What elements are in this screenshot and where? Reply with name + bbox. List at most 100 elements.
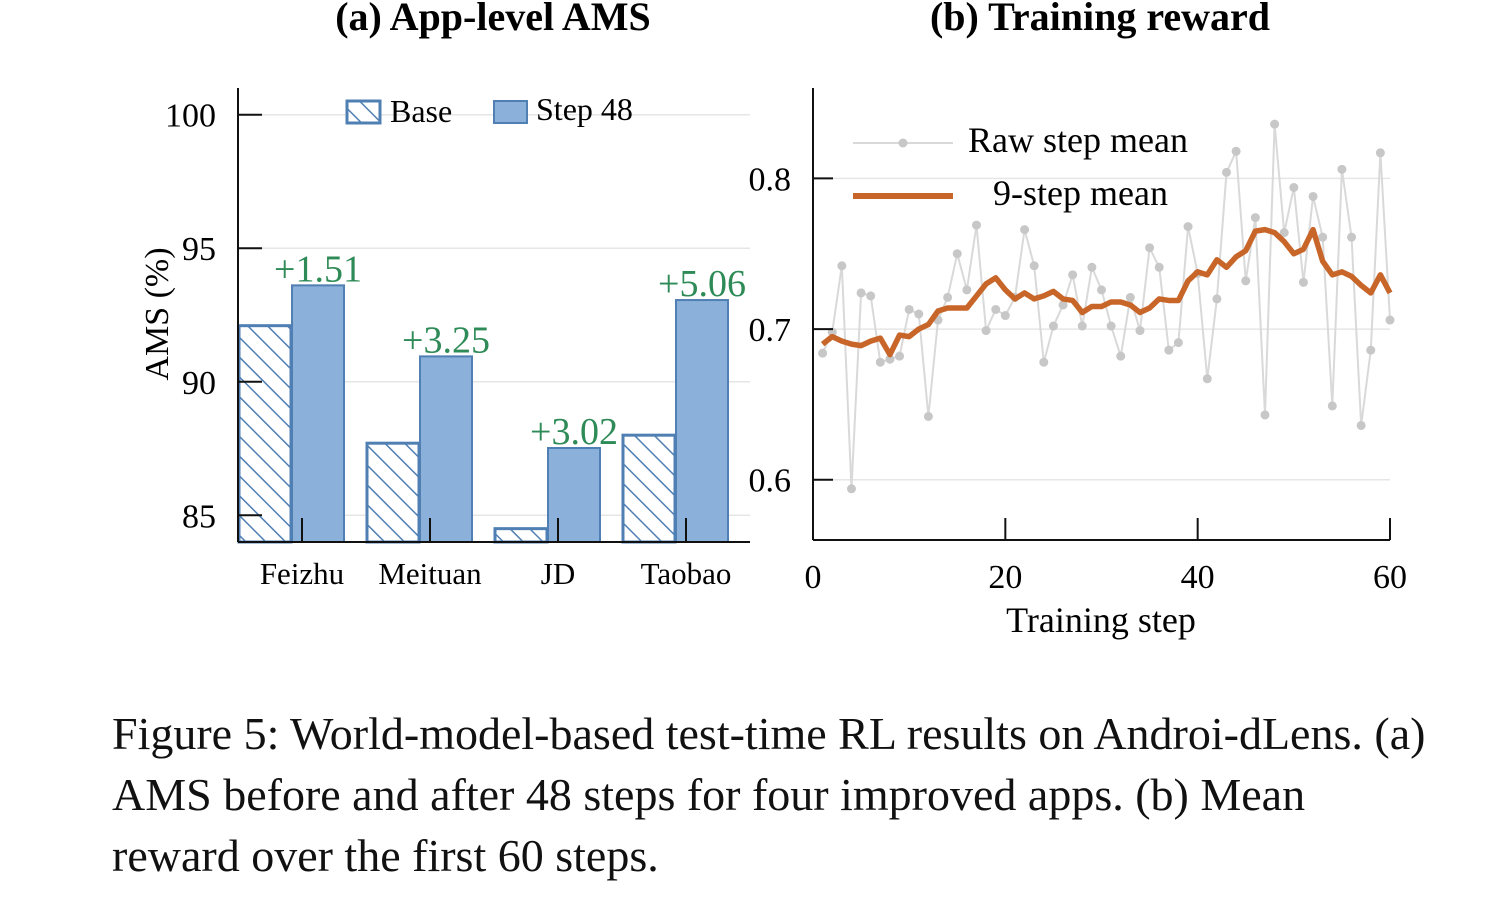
x-tick-label: 40 — [1181, 559, 1215, 596]
raw-point — [923, 411, 933, 421]
raw-point — [1145, 243, 1155, 253]
raw-point — [1039, 357, 1049, 367]
raw-point — [875, 357, 885, 367]
panel-a-bar-chart: (a) App-level AMS +1.51 +3.25 +3.02 +5.06 8… — [139, 0, 750, 591]
raw-point — [1068, 270, 1078, 280]
delta-label-taobao: +5.06 — [658, 263, 746, 305]
raw-point — [1087, 262, 1097, 272]
raw-point — [1270, 119, 1280, 129]
raw-point — [1125, 292, 1135, 302]
raw-point — [1020, 225, 1030, 235]
bar-base-meituan — [365, 441, 421, 544]
figure-caption: Figure 5: World-model-based test-time RL… — [112, 708, 1426, 881]
raw-point — [895, 351, 905, 361]
x-tick-label: 60 — [1373, 559, 1407, 596]
raw-point — [904, 304, 914, 314]
raw-point — [1048, 321, 1058, 331]
x-tick-label: Feizhu — [260, 556, 344, 591]
bar-chart-x-ticks: Feizhu Meituan JD Taobao — [260, 518, 732, 591]
raw-point — [1058, 300, 1068, 310]
raw-point — [981, 326, 991, 336]
legend-swatch-raw-marker — [898, 138, 908, 148]
raw-point — [1097, 285, 1106, 295]
bar-chart-axes — [237, 88, 750, 543]
line-chart-y-ticks: 0.6 0.7 0.8 — [749, 161, 833, 500]
bar-step48-taobao — [675, 299, 729, 543]
raw-point — [1347, 232, 1357, 242]
raw-point — [962, 285, 972, 295]
raw-point — [1279, 228, 1289, 238]
raw-point — [971, 220, 981, 230]
line-chart-axes — [812, 88, 1390, 541]
x-tick-label: Meituan — [378, 556, 482, 591]
raw-point — [914, 309, 924, 319]
raw-point — [1135, 326, 1145, 336]
panel-b-line-chart: (b) Training reward 0.6 0.7 0.8 0 20 40 60 Tr… — [749, 0, 1408, 640]
raw-point — [1260, 410, 1270, 420]
raw-point — [943, 292, 953, 302]
legend-label-raw: Raw step mean — [968, 120, 1188, 160]
raw-point — [1164, 345, 1174, 355]
line-chart-x-ticks: 0 20 40 60 — [805, 518, 1407, 596]
raw-point — [856, 288, 866, 298]
y-tick-label: 95 — [182, 231, 216, 268]
raw-point — [1385, 315, 1395, 325]
delta-label-meituan: +3.25 — [402, 319, 490, 361]
raw-point — [1356, 420, 1366, 430]
raw-point — [1250, 213, 1260, 223]
bar-chart-legend: Base Step 48 — [345, 91, 633, 129]
bar-chart-y-ticks: 85 90 95 100 — [165, 98, 262, 535]
raw-point — [1337, 164, 1347, 174]
raw-point — [1366, 345, 1376, 355]
x-tick-label: Taobao — [641, 556, 732, 591]
raw-point — [1241, 276, 1251, 286]
raw-point — [1029, 261, 1039, 271]
raw-point — [991, 304, 1001, 314]
bar-step48-jd — [547, 446, 601, 544]
raw-point — [1173, 338, 1183, 348]
line-chart-raw-series — [818, 119, 1395, 494]
line-chart-grid — [813, 177, 1390, 481]
raw-point — [1202, 374, 1212, 384]
raw-point — [952, 249, 962, 259]
raw-point — [1231, 146, 1241, 156]
bar-base-jd — [493, 527, 549, 544]
raw-point — [866, 291, 876, 301]
line-chart-title: (b) Training reward — [930, 0, 1270, 39]
legend-label-base: Base — [390, 93, 452, 129]
raw-point — [1222, 167, 1232, 177]
bar-base-feizhu — [237, 324, 293, 544]
raw-point — [1106, 321, 1116, 331]
raw-point — [1298, 277, 1308, 287]
smooth-series-line — [820, 226, 1393, 358]
x-tick-label: JD — [541, 556, 575, 591]
bar-base-taobao — [621, 433, 677, 544]
y-tick-label: 100 — [165, 98, 216, 135]
raw-point — [1077, 321, 1087, 331]
raw-point — [885, 354, 895, 364]
legend-label-smooth: 9-step mean — [993, 173, 1168, 213]
bar-chart-title: (a) App-level AMS — [335, 0, 651, 39]
raw-point — [1116, 351, 1126, 361]
raw-point — [1318, 232, 1328, 242]
raw-point — [1308, 191, 1318, 201]
legend-label-step48: Step 48 — [536, 91, 633, 127]
legend-swatch-base — [345, 99, 382, 125]
y-tick-label: 90 — [182, 365, 216, 402]
delta-label-jd: +3.02 — [530, 411, 618, 453]
bar-step48-feizhu — [291, 284, 345, 543]
y-tick-label: 85 — [182, 498, 216, 535]
raw-point — [1183, 222, 1193, 232]
raw-point — [1375, 148, 1385, 158]
line-chart-smooth-series — [820, 226, 1393, 358]
bar-chart-delta-labels: +1.51 +3.25 +3.02 +5.06 — [274, 248, 746, 453]
raw-point — [818, 348, 828, 358]
bar-chart-y-axis-label: AMS (%) — [139, 247, 176, 380]
raw-point — [837, 261, 847, 271]
raw-point — [1212, 294, 1222, 304]
delta-label-feizhu: +1.51 — [274, 248, 362, 290]
raw-point — [1154, 262, 1164, 272]
y-tick-label: 0.6 — [749, 463, 792, 500]
raw-point — [1000, 311, 1010, 321]
